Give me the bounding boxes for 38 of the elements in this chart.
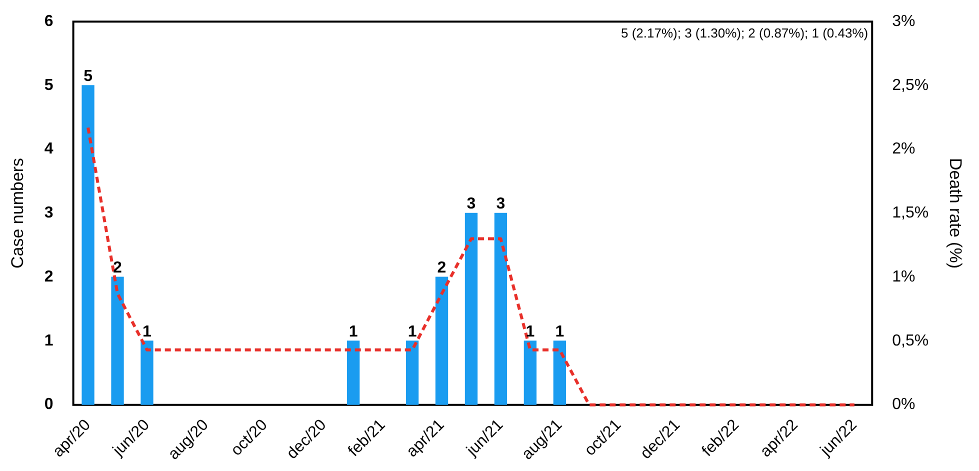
bar [111,276,124,405]
data-label: 3 [466,196,476,213]
data-label: 3 [496,196,506,213]
y-tick-label: 2 [44,268,54,286]
y-tick-label: 6 [44,13,54,30]
y2-tick-label: 0% [892,396,916,414]
bar [464,212,478,405]
data-label: 1 [348,323,358,340]
line-series [86,126,856,406]
y-tick-label: 3 [44,204,54,222]
y2-tick-label: 1,5% [892,204,929,222]
data-label: 1 [142,323,152,340]
y2-axis-title: Death rate (%) [946,158,966,268]
data-label: 2 [113,259,122,276]
y-tick-label: 0 [44,396,54,414]
y2-tick-label: 2,5% [892,76,929,94]
data-label: 1 [408,323,417,340]
bar [82,85,94,405]
data-label: 1 [555,323,564,340]
data-label: 1 [526,323,535,340]
y-tick-label: 5 [44,76,54,94]
y2-tick-label: 3% [892,13,916,30]
y-axis-title: Case numbers [8,158,27,268]
y-tick-label: 1 [44,332,54,350]
bar [140,340,154,405]
data-label: 2 [437,259,446,276]
y2-tick-label: 1% [892,268,916,286]
bar [553,340,566,405]
annotation: 5 (2.17%); 3 (1.30%); 2 (0.87%); 1 (0.43%) [621,26,868,41]
bar [494,212,508,405]
y-tick-label: 4 [44,140,54,158]
y2-tick-label: 0,5% [892,332,929,350]
y2-tick-label: 2% [892,140,916,158]
bar [435,276,448,405]
bar [406,340,419,405]
bar [347,340,360,405]
data-label: 5 [84,68,93,85]
bar [524,340,537,405]
